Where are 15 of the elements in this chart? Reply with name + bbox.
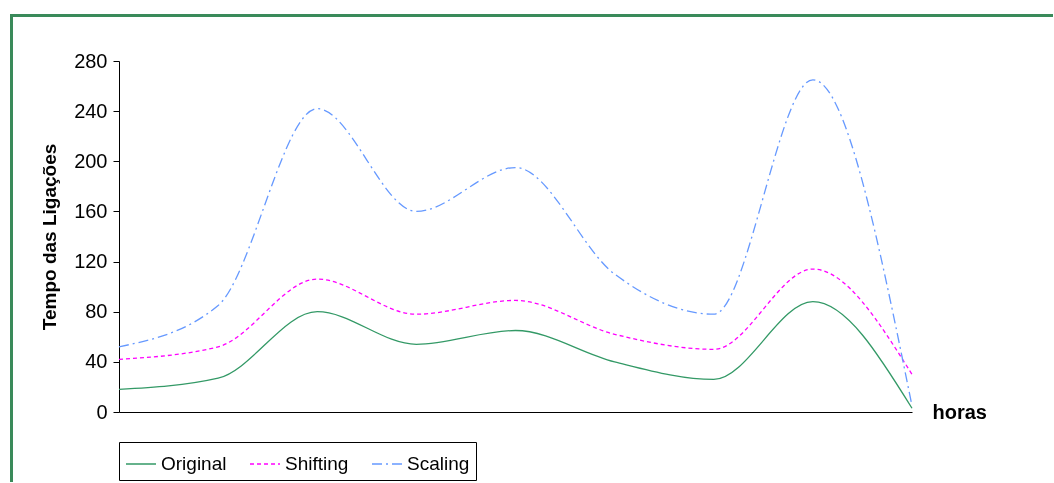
legend-label: Shifting bbox=[285, 453, 349, 474]
y-tick-label: 0 bbox=[96, 400, 108, 423]
y-tick-label: 80 bbox=[85, 300, 108, 323]
y-tick-label: 160 bbox=[74, 199, 108, 222]
legend-label: Original bbox=[161, 453, 227, 474]
line-series bbox=[118, 301, 913, 409]
y-tick-label: 200 bbox=[74, 149, 108, 172]
y-tick-label: 120 bbox=[74, 250, 108, 273]
y-axis-title: Tempo das Ligações bbox=[39, 143, 61, 331]
y-tick-label: 40 bbox=[85, 350, 108, 373]
legend-label: Scaling bbox=[407, 453, 470, 474]
x-axis-title: horas bbox=[932, 400, 987, 423]
line-series bbox=[118, 268, 913, 376]
y-tick-label: 240 bbox=[74, 99, 108, 122]
y-tick-label: 280 bbox=[74, 49, 108, 72]
